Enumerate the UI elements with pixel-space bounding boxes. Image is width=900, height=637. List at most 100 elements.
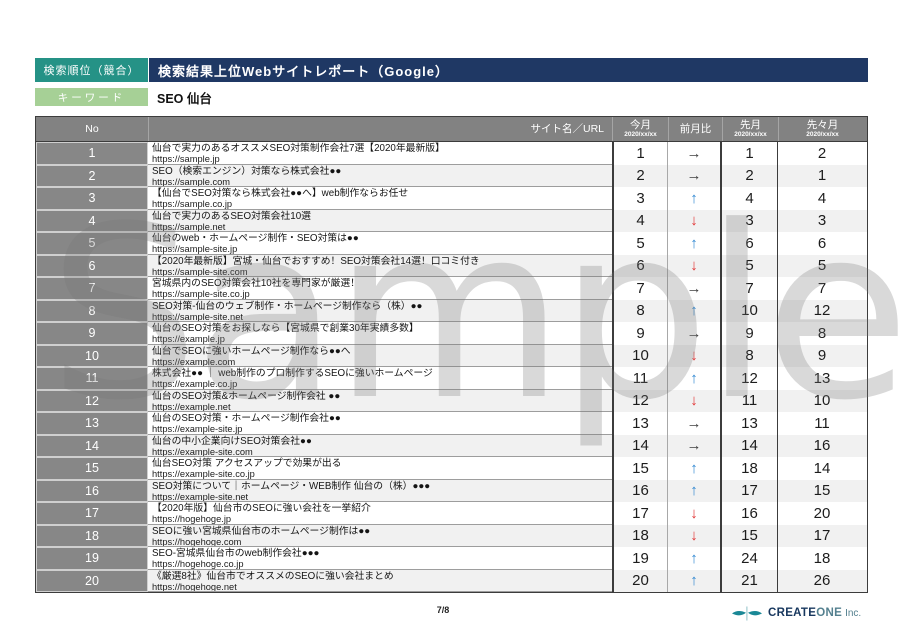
site-url: https://sample-site.net xyxy=(152,311,243,322)
column-header-site-label: サイト名／URL xyxy=(530,122,604,135)
last-month-rank: 18 xyxy=(722,457,778,480)
site-url: https://example-site.net xyxy=(152,491,249,502)
trend-arrow-icon: → xyxy=(668,412,722,435)
last-month-rank: 1 xyxy=(722,142,778,165)
site-url: https://example-site.com xyxy=(152,446,253,457)
current-month-rank: 12 xyxy=(612,389,668,412)
site-cell: SEO-宮城県仙台市のweb制作会社●●● https://hogehoge.co… xyxy=(148,547,612,570)
trend-arrow-icon: → xyxy=(668,434,722,457)
site-cell: 【2020年最新版】宮城・仙台でおすすめ！SEO対策会社14選！口コミ付き htt… xyxy=(148,255,612,277)
table-header-row: No サイト名／URL 今月 2020/xx/xx 前月比 先月 2020/xx… xyxy=(36,117,867,142)
trend-label: 前月比 xyxy=(679,122,712,135)
column-header-two-months-ago: 先々月 2020/xx/xx xyxy=(778,117,866,141)
two-months-ago-rank: 16 xyxy=(813,437,831,455)
site-cell: 仙台のSEO対策・ホームページ制作会社●● https://example-sit… xyxy=(148,412,612,435)
last-month-rank: 9 xyxy=(722,322,778,345)
trend-arrow-icon: ↓ xyxy=(668,254,722,277)
site-url: https://example.net xyxy=(152,401,231,412)
two-months-ago-rank: 4 xyxy=(817,189,827,207)
last-month-rank: 5 xyxy=(722,254,778,277)
rank-no-cell: 2 xyxy=(36,164,148,187)
rank-no-cell: 1 xyxy=(36,142,148,165)
two-months-ago-rank: 2 xyxy=(817,144,827,162)
column-header-last-month: 先月 2020/xx/xx xyxy=(722,117,778,141)
trend-arrow-icon: ↑ xyxy=(668,299,722,322)
table-row: 7 宮城県内のSEO対策会社10社を専門家が厳選！ https://sample-s… xyxy=(36,277,867,300)
site-title: 仙台でSEOに強いホームページ制作なら●●へ xyxy=(152,345,351,357)
keyword-label: キーワード xyxy=(35,88,148,106)
site-title: 【2020年最新版】宮城・仙台でおすすめ！SEO対策会社14選！口コミ付き xyxy=(152,255,480,267)
last-month-rank: 17 xyxy=(722,479,778,502)
site-title: SEO対策について｜ホームページ・WEB制作 仙台の（株）●●● xyxy=(152,480,431,492)
site-cell: 宮城県内のSEO対策会社10社を専門家が厳選！ https://sample-si… xyxy=(148,277,612,300)
current-month-rank: 19 xyxy=(612,547,668,570)
site-title: 仙台SEO対策 アクセスアップで効果が出る xyxy=(152,458,342,469)
rank-no-cell: 9 xyxy=(36,322,148,345)
site-url: https://hogehoge.com xyxy=(152,536,242,547)
page-title: 検索結果上位Webサイトレポート（Google） xyxy=(149,58,868,82)
rank-no-cell: 12 xyxy=(36,389,148,412)
table-row: 4 仙台で実力のあるSEO対策会社10選 https://sample.net 4 ↓ 3… xyxy=(36,209,867,232)
trend-arrow-icon: → xyxy=(668,277,722,300)
current-month-rank: 18 xyxy=(612,524,668,547)
table-row: 17 【2020年版】仙台市のSEOに強い会社を一挙紹介 https://hogeh… xyxy=(36,502,867,525)
two-months-ago-rank: 17 xyxy=(813,527,831,545)
column-header-no: No xyxy=(36,117,148,141)
rank-no-cell: 16 xyxy=(36,479,148,502)
rank-no-cell: 11 xyxy=(36,367,148,390)
trend-arrow-icon: ↓ xyxy=(668,502,722,525)
two-months-ago-rank: 10 xyxy=(813,392,831,410)
table-row: 12 仙台のSEO対策&ホームページ制作会社 ●● https://example.… xyxy=(36,389,867,412)
current-month-rank: 10 xyxy=(612,344,668,367)
last-month-rank: 4 xyxy=(722,187,778,210)
rank-no-cell: 3 xyxy=(36,187,148,210)
site-title: 仙台で実力のあるSEO対策会社10選 xyxy=(152,210,311,222)
current-month-rank: 14 xyxy=(612,434,668,457)
rank-no-cell: 14 xyxy=(36,434,148,457)
createone-logo-icon xyxy=(731,606,763,621)
two-months-ago-rank: 13 xyxy=(813,369,831,387)
trend-arrow-icon: ↑ xyxy=(668,547,722,570)
last-month-rank: 12 xyxy=(722,367,778,390)
rank-no-cell: 5 xyxy=(36,232,148,255)
two-months-ago-rank: 15 xyxy=(813,482,831,500)
rank-no-cell: 20 xyxy=(36,569,148,592)
site-url: https://hogehoge.net xyxy=(152,581,237,592)
logo-text-inc: Inc. xyxy=(845,607,862,619)
site-url: https://hogehoge.co.jp xyxy=(152,559,244,569)
current-month-rank: 11 xyxy=(612,367,668,390)
site-url: https://sample.co.jp xyxy=(152,199,233,209)
rank-no-cell: 7 xyxy=(36,277,148,300)
two-months-ago-date: 2020/xx/xx xyxy=(806,130,839,138)
last-month-rank: 13 xyxy=(722,412,778,435)
two-months-ago-rank: 9 xyxy=(817,347,827,365)
table-row: 11 株式会社●● ｜ web制作のプロ制作するSEOに強いホームページ https… xyxy=(36,367,867,390)
rank-no-cell: 19 xyxy=(36,547,148,570)
table-row: 15 仙台SEO対策 アクセスアップで効果が出る https://example-s… xyxy=(36,457,867,480)
site-url: https://sample.net xyxy=(152,221,226,232)
site-cell: 株式会社●● ｜ web制作のプロ制作するSEOに強いホームページ https:/… xyxy=(148,367,612,390)
site-cell: SEO対策について｜ホームページ・WEB制作 仙台の（株）●●● https://… xyxy=(148,480,612,502)
site-title: 【仙台でSEO対策なら株式会社●●へ】web制作ならお任せ xyxy=(152,188,409,199)
current-month-label: 今月 xyxy=(630,118,651,131)
table-row: 14 仙台の中小企業向けSEO対策会社●● https://example-site… xyxy=(36,434,867,457)
rank-no-cell: 4 xyxy=(36,209,148,232)
site-url: https://hogehoge.jp xyxy=(152,514,232,524)
table-row: 19 SEO-宮城県仙台市のweb制作会社●●● https://hogehoge.… xyxy=(36,547,867,570)
trend-arrow-icon: → xyxy=(668,142,722,165)
current-month-rank: 7 xyxy=(612,277,668,300)
last-month-rank: 7 xyxy=(722,277,778,300)
site-cell: 仙台の中小企業向けSEO対策会社●● https://example-site.c… xyxy=(148,435,612,457)
site-url: https://sample-site.jp xyxy=(152,244,238,254)
two-months-ago-rank: 26 xyxy=(813,572,831,590)
trend-arrow-icon: → xyxy=(668,164,722,187)
two-months-ago-rank: 6 xyxy=(817,234,827,252)
rank-no-cell: 10 xyxy=(36,344,148,367)
site-url: https://sample.com xyxy=(152,176,231,187)
current-month-rank: 20 xyxy=(612,569,668,592)
site-url: https://example.jp xyxy=(152,334,225,344)
last-month-rank: 8 xyxy=(722,344,778,367)
last-month-rank: 16 xyxy=(722,502,778,525)
trend-arrow-icon: ↓ xyxy=(668,209,722,232)
site-url: https://example-site.co.jp xyxy=(152,469,255,479)
